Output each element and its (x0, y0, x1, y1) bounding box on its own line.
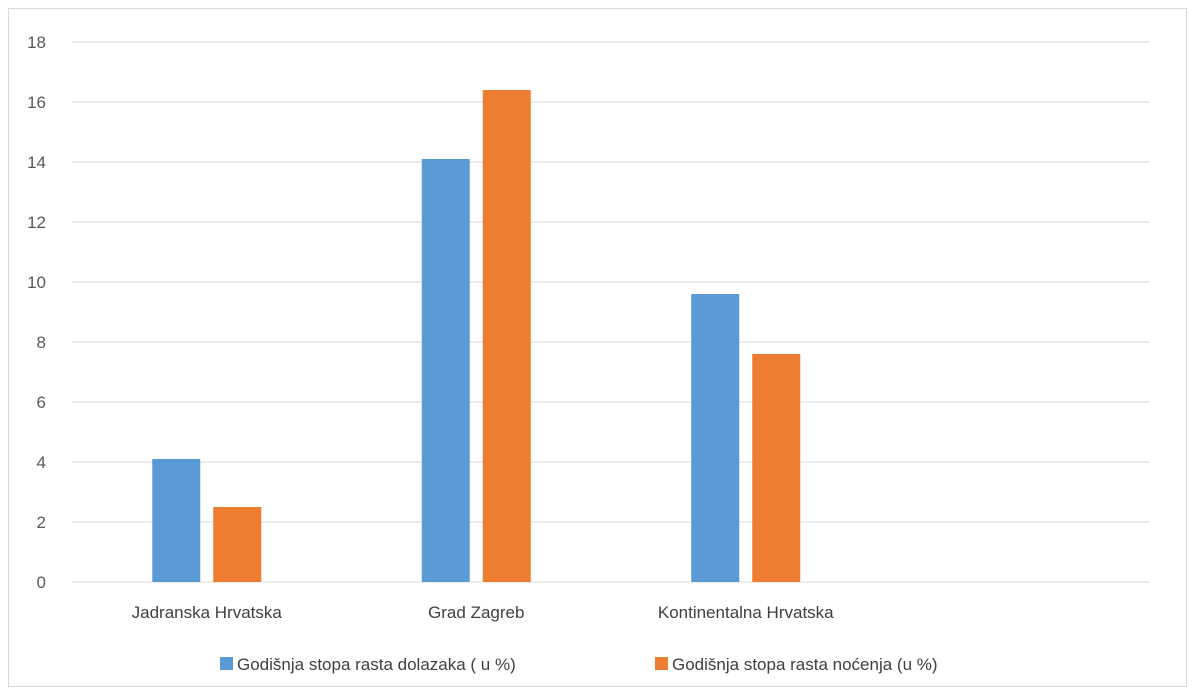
chart-area (8, 8, 1187, 687)
legend-swatch (220, 657, 233, 670)
y-tick-label: 4 (37, 453, 46, 472)
bar-series1-1 (482, 90, 531, 582)
y-tick-label: 12 (27, 213, 46, 232)
y-tick-label: 10 (27, 273, 46, 292)
y-tick-label: 0 (37, 573, 46, 592)
bars (152, 90, 801, 582)
y-tick-label: 6 (37, 393, 46, 412)
y-tick-label: 2 (37, 513, 46, 532)
bar-series0-0 (152, 459, 201, 582)
x-category-label: Grad Zagreb (428, 603, 524, 622)
y-tick-label: 16 (27, 93, 46, 112)
y-tick-label: 18 (27, 33, 46, 52)
bar-series1-0 (213, 507, 262, 582)
y-tick-label: 8 (37, 333, 46, 352)
bar-series0-2 (691, 294, 740, 582)
bar-series0-1 (421, 159, 470, 582)
x-axis-labels: Jadranska Hrvatska Grad Zagreb Kontinental… (132, 603, 835, 622)
x-category-label: Jadranska Hrvatska (132, 603, 283, 622)
y-axis-ticks: 0 2 4 6 8 10 12 14 16 18 (27, 33, 46, 592)
legend-swatch (655, 657, 668, 670)
legend-label: Godišnja stopa rasta dolazaka ( u %) (237, 655, 516, 674)
gridlines (72, 41, 1150, 583)
x-category-label: Kontinentalna Hrvatska (658, 603, 834, 622)
legend: Godišnja stopa rasta dolazaka ( u %) Godi… (220, 655, 938, 674)
y-tick-label: 14 (27, 153, 46, 172)
legend-label: Godišnja stopa rasta noćenja (u %) (672, 655, 938, 674)
bar-series1-2 (752, 354, 801, 582)
